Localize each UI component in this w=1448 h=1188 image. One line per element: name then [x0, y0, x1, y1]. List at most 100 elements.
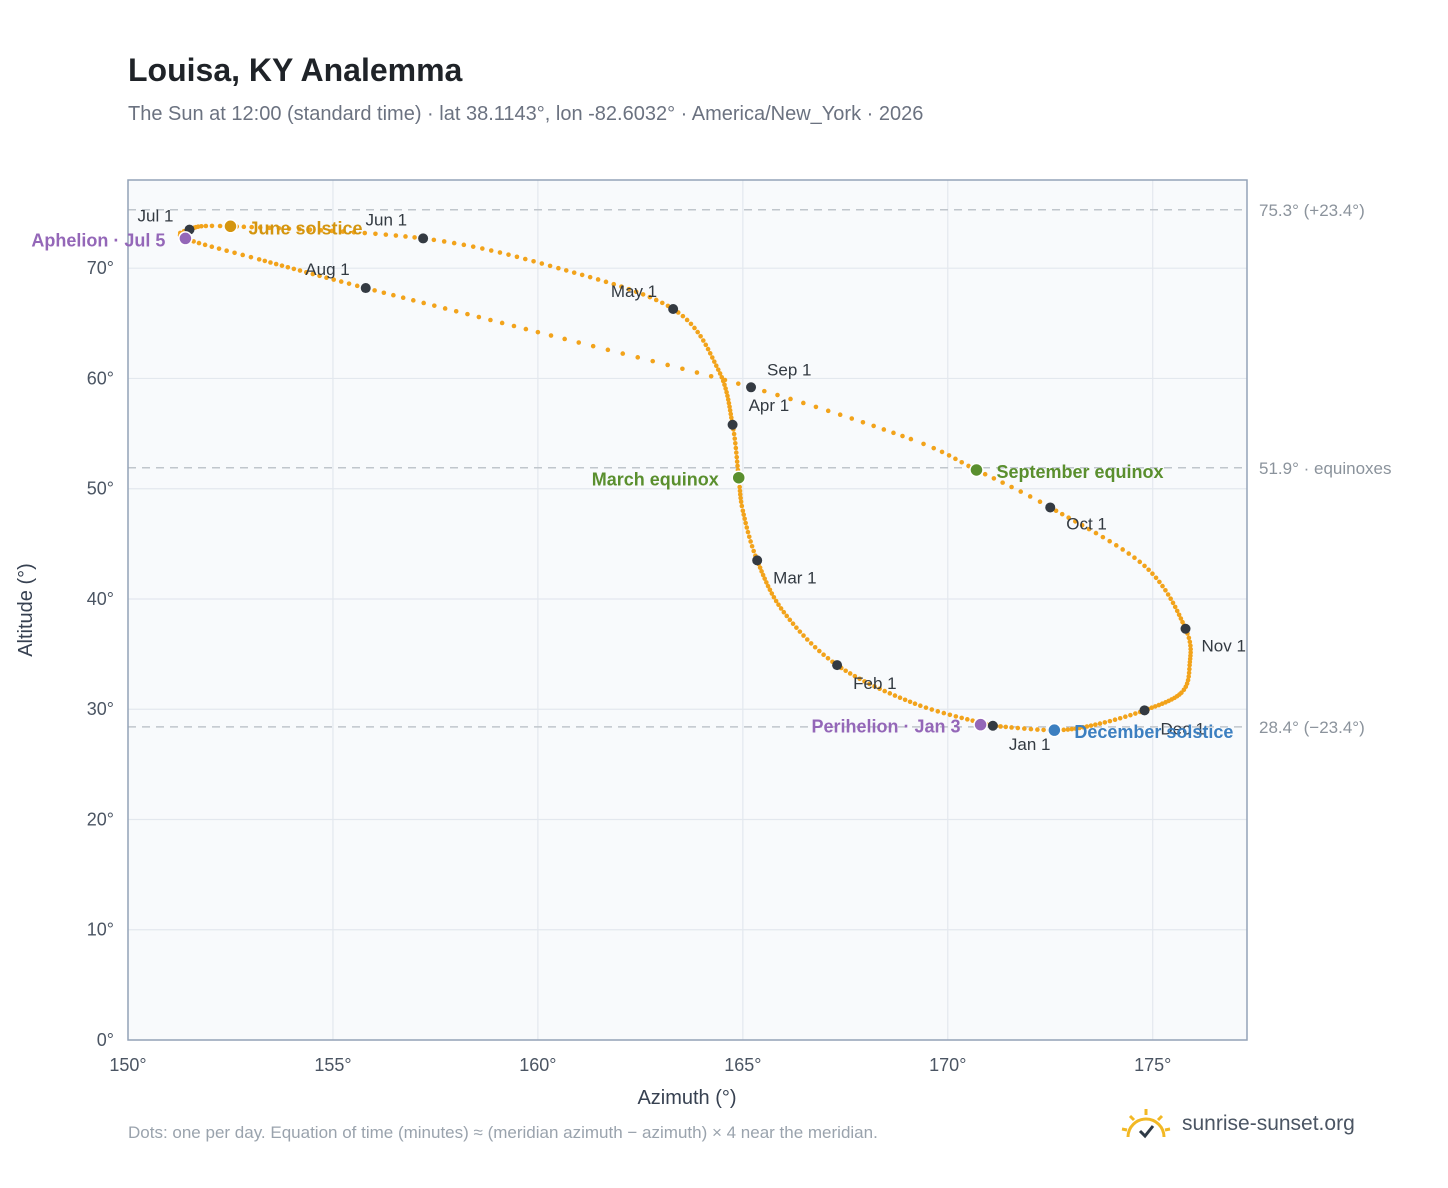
daily-dot	[872, 684, 877, 689]
daily-dot	[710, 355, 715, 360]
daily-dot	[735, 381, 741, 386]
daily-dot	[862, 679, 867, 684]
daily-dot	[762, 576, 767, 581]
x-tick-label: 160°	[519, 1055, 556, 1075]
daily-dot	[717, 371, 723, 376]
daily-dot	[304, 269, 309, 275]
daily-dot	[590, 343, 596, 349]
daily-dot	[998, 724, 1003, 729]
y-tick-label: 50°	[87, 479, 114, 499]
daily-dot	[383, 232, 389, 237]
daily-dot	[935, 709, 941, 714]
daily-dot	[318, 228, 324, 233]
daily-dot	[514, 254, 520, 260]
daily-dot	[285, 264, 291, 270]
daily-dot	[923, 705, 929, 710]
daily-dot	[470, 244, 476, 249]
daily-dot	[276, 225, 282, 231]
daily-dot	[695, 329, 700, 335]
plot-area	[128, 180, 1247, 1040]
daily-dot	[705, 346, 711, 352]
daily-dot	[734, 450, 739, 455]
daily-dot	[860, 419, 866, 425]
daily-dot	[847, 671, 853, 676]
daily-dot	[291, 266, 297, 272]
daily-dot	[1107, 718, 1113, 724]
daily-dot	[400, 295, 406, 301]
daily-dot	[1000, 480, 1005, 485]
month-point	[418, 233, 429, 244]
daily-dot	[891, 430, 896, 436]
daily-dot	[812, 644, 818, 650]
daily-dot	[611, 281, 617, 287]
daily-dot	[852, 673, 858, 679]
daily-dot	[1112, 717, 1118, 723]
x-axis-ticks: 150° 155° 160° 165° 170° 175°	[109, 1055, 1171, 1075]
daily-dot	[1079, 522, 1085, 528]
event-label: Aphelion · Jul 5	[31, 230, 165, 250]
daily-dot	[297, 268, 303, 273]
daily-dot	[1041, 727, 1046, 733]
daily-dot	[1073, 726, 1078, 731]
daily-dot	[692, 325, 697, 331]
month-point	[987, 720, 998, 731]
chart-subtitle: The Sun at 12:00 (standard time) · lat 3…	[128, 103, 924, 125]
daily-dot	[539, 261, 545, 266]
event-point	[223, 219, 238, 234]
daily-dot	[202, 242, 208, 248]
reference-line-label: 51.9° · equinoxes	[1259, 459, 1392, 478]
y-tick-label: 30°	[87, 699, 114, 719]
daily-dot	[733, 441, 738, 446]
daily-dot	[1065, 727, 1071, 732]
daily-dot	[953, 456, 958, 462]
daily-dot	[240, 252, 246, 258]
daily-dot	[1093, 722, 1098, 727]
daily-dot	[331, 277, 337, 282]
month-label: Oct 1	[1066, 514, 1107, 533]
daily-dot	[771, 594, 777, 600]
daily-dot	[373, 231, 378, 237]
daily-dot	[825, 408, 831, 414]
daily-dot	[724, 389, 729, 395]
month-label: Jun 1	[366, 210, 408, 229]
daily-dot	[522, 256, 528, 262]
brand[interactable]: sunrise-sunset.org	[1120, 1104, 1355, 1144]
daily-dot	[991, 476, 997, 481]
daily-dot	[741, 512, 747, 517]
month-label: Apr 1	[749, 396, 790, 415]
daily-dot	[665, 362, 670, 368]
daily-dot	[881, 427, 887, 432]
daily-dot	[620, 351, 626, 356]
daily-dot	[946, 453, 952, 458]
daily-dot	[908, 436, 914, 442]
footnote: Dots: one per day. Equation of time (min…	[128, 1123, 878, 1142]
daily-dot	[453, 308, 459, 314]
daily-dot	[217, 223, 223, 229]
daily-dot	[650, 358, 656, 364]
y-tick-label: 70°	[87, 258, 114, 278]
daily-dot	[1097, 721, 1103, 726]
daily-dot	[931, 445, 937, 451]
daily-dot	[1028, 726, 1034, 732]
event-point	[731, 470, 746, 485]
daily-dot	[310, 271, 316, 277]
daily-dot	[476, 314, 482, 320]
event-markers: June solstice Aphelion · Jul 5 March equin…	[31, 218, 1233, 742]
daily-dot	[1132, 555, 1137, 561]
daily-dot	[248, 254, 254, 260]
daily-dot	[1153, 575, 1159, 581]
daily-dot	[381, 290, 387, 296]
daily-dot	[640, 292, 646, 297]
daily-dot	[764, 580, 769, 585]
daily-dot	[203, 223, 209, 229]
daily-dot	[966, 463, 971, 469]
daily-dot	[1165, 592, 1171, 597]
daily-dot	[897, 695, 903, 701]
daily-dot	[499, 320, 505, 326]
event-label: June solstice	[248, 218, 362, 238]
daily-dot	[1066, 515, 1071, 521]
daily-dot	[849, 416, 855, 421]
daily-dot	[488, 317, 493, 323]
daily-dot	[708, 373, 714, 379]
daily-dot	[562, 336, 567, 342]
